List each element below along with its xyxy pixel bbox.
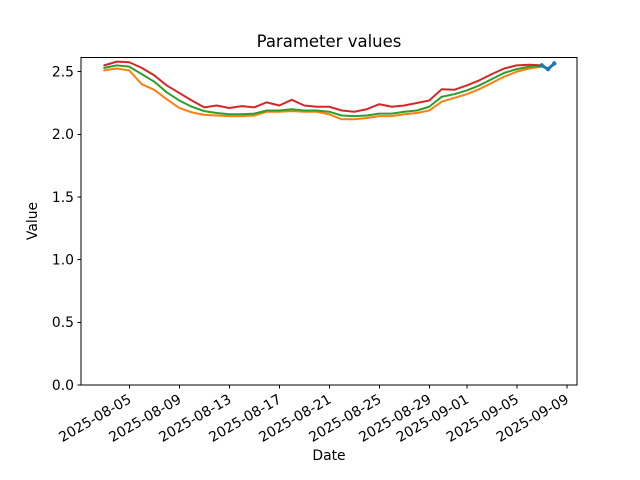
x-axis-label: Date xyxy=(312,448,345,464)
y-tick-label: 1.0 xyxy=(52,253,74,269)
green-line xyxy=(103,64,543,118)
orange-line xyxy=(103,65,543,121)
y-tick-label: 2.5 xyxy=(52,65,74,81)
y-tick-label: 0.0 xyxy=(52,378,74,394)
blue-forecast-marker xyxy=(539,63,544,68)
y-tick-label: 2.0 xyxy=(52,127,74,143)
plot-area: 0.00.51.01.52.02.52025-08-052025-08-0920… xyxy=(52,57,578,446)
y-axis-label: Value xyxy=(25,202,41,240)
y-tick-label: 0.5 xyxy=(52,315,74,331)
chart-title: Parameter values xyxy=(257,32,402,51)
y-tick-label: 1.5 xyxy=(52,190,74,206)
red-line xyxy=(103,60,543,113)
blue-forecast-marker xyxy=(552,61,557,66)
blue-forecast-marker xyxy=(545,66,551,72)
